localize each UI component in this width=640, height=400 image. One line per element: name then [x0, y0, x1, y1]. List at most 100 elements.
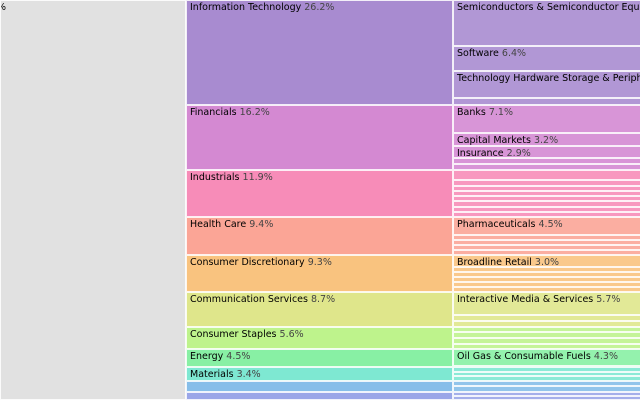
cell-label: Consumer Staples 5.6%	[190, 328, 304, 341]
industry-cell-capital-markets[interactable]: Capital Markets 3.2%	[453, 133, 640, 146]
industry-cell-minor[interactable]	[453, 196, 640, 202]
cell-label: Communication Services 8.7%	[190, 293, 335, 306]
cell-label-value: 26.2%	[301, 2, 335, 13]
cell-label: Capital Markets 3.2%	[457, 134, 558, 146]
industry-cell-minor[interactable]	[453, 326, 640, 333]
cell-label-name: Software	[457, 47, 499, 59]
industry-cell-minor[interactable]	[453, 286, 640, 292]
sector-cell-industrials[interactable]: Industrials 11.9%	[186, 169, 453, 218]
cell-label-value: 4.5%	[535, 219, 563, 231]
cell-label-value: 5.7%	[593, 294, 621, 305]
sector-cell-materials[interactable]: Materials 3.4%	[186, 367, 453, 381]
cell-label-name: Capital Markets	[457, 135, 531, 146]
sector-cell-information-technology[interactable]: Information Technology 26.2%	[186, 0, 453, 105]
industry-cell-minor[interactable]	[453, 386, 640, 392]
industry-cell-minor[interactable]	[453, 266, 640, 272]
cell-label-value: 5.6%	[276, 328, 304, 340]
cell-label: Software 6.4%	[457, 47, 526, 60]
cell-label-name: Consumer Discretionary	[190, 256, 305, 268]
industry-cell-minor[interactable]	[453, 163, 640, 170]
cell-label-value: 16.2%	[236, 106, 270, 118]
sector-cell-financials[interactable]: Financials 16.2%	[186, 104, 453, 170]
industry-cell-broadline-retail[interactable]: Broadline Retail 3.0%	[453, 254, 640, 267]
cell-label: Semiconductors & Semiconductor Equipment	[457, 1, 640, 14]
industry-cell-minor[interactable]	[453, 276, 640, 282]
sector-cell-energy[interactable]: Energy 4.5%	[186, 349, 453, 368]
industry-cell-banks[interactable]: Banks 7.1%	[453, 104, 640, 134]
sector-cell-consumer-staples[interactable]: Consumer Staples 5.6%	[186, 326, 453, 350]
cell-label-value: 4.3%	[590, 351, 618, 363]
root-label: %	[1, 1, 6, 14]
cell-label-value: 4.5%	[223, 351, 251, 363]
industry-cell-oil-gas-consumable-fuels[interactable]: Oil Gas & Consumable Fuels 4.3%	[453, 349, 640, 367]
cell-label-name: Semiconductors & Semiconductor Equipment	[457, 2, 640, 13]
cell-label: Materials 3.4%	[190, 368, 261, 381]
cell-label-value: 2.9%	[503, 148, 531, 158]
cell-label-name: Health Care	[190, 219, 247, 231]
industry-cell-minor[interactable]	[453, 371, 640, 377]
industry-cell-minor[interactable]	[453, 271, 640, 277]
cell-label-name: Financials	[190, 106, 237, 118]
industry-cell-pharmaceuticals[interactable]: Pharmaceuticals 4.5%	[453, 217, 640, 236]
industry-cell-minor[interactable]	[453, 392, 640, 396]
industry-cell-minor[interactable]	[453, 396, 640, 400]
sector-cell-other-10[interactable]	[186, 392, 453, 400]
sector-cell-utilities[interactable]	[186, 380, 453, 392]
cell-label-name: Energy	[190, 351, 224, 363]
cell-label: Broadline Retail 3.0%	[457, 256, 560, 267]
cell-label-name: Communication Services	[190, 294, 308, 305]
cell-label: Consumer Discretionary 9.3%	[190, 256, 332, 269]
industry-cell-insurance[interactable]: Insurance 2.9%	[453, 146, 640, 158]
industry-cell-interactive-media-services[interactable]: Interactive Media & Services 5.7%	[453, 292, 640, 315]
cell-label: Financials 16.2%	[190, 106, 270, 119]
industry-cell-semiconductors-semiconductor-equipment[interactable]: Semiconductors & Semiconductor Equipment	[453, 0, 640, 46]
industry-cell-aerospace-defense[interactable]	[453, 169, 640, 181]
industry-cell-minor[interactable]	[453, 343, 640, 350]
industry-cell-minor[interactable]	[453, 245, 640, 250]
cell-label-name: Broadline Retail	[457, 256, 532, 267]
industry-cell-minor[interactable]	[453, 281, 640, 287]
industry-cell-minor[interactable]	[453, 211, 640, 218]
cell-label: Industrials 11.9%	[190, 171, 273, 184]
industry-cell-minor[interactable]	[453, 240, 640, 245]
industry-cell-minor[interactable]	[453, 367, 640, 372]
sector-cell-communication-services[interactable]: Communication Services 8.7%	[186, 292, 453, 327]
sector-cell-health-care[interactable]: Health Care 9.4%	[186, 217, 453, 255]
cell-label-name: Insurance	[457, 148, 504, 158]
industry-cell-minor[interactable]	[453, 338, 640, 344]
cell-label-name: Materials	[190, 369, 234, 381]
industry-cell-minor[interactable]	[453, 235, 640, 241]
industry-cell-minor[interactable]	[453, 180, 640, 186]
industry-cell-minor[interactable]	[453, 185, 640, 191]
industry-cell-minor[interactable]	[453, 320, 640, 327]
industry-cell-minor[interactable]	[453, 201, 640, 207]
cell-label-value: 3.0%	[531, 256, 560, 267]
industry-cell-software[interactable]: Software 6.4%	[453, 45, 640, 72]
sector-cell-consumer-discretionary[interactable]: Consumer Discretionary 9.3%	[186, 254, 453, 292]
cell-label-name: Industrials	[190, 171, 240, 183]
industry-cell-minor[interactable]	[453, 97, 640, 105]
industry-cell-minor[interactable]	[453, 190, 640, 197]
cell-label: Insurance 2.9%	[457, 147, 531, 158]
cell-label-value: 3.4%	[233, 369, 261, 381]
root-cell[interactable]: %	[0, 0, 186, 400]
industry-cell-minor[interactable]	[453, 157, 640, 164]
cell-label-name: Consumer Staples	[190, 328, 277, 340]
cell-label-name: Technology Hardware Storage & Peripheral…	[457, 73, 640, 85]
cell-label-value: 8.7%	[307, 294, 336, 305]
cell-label-name: Information Technology	[190, 2, 302, 13]
industry-cell-minor[interactable]	[453, 380, 640, 387]
cell-label: Information Technology 26.2%	[190, 1, 334, 14]
industry-cell-minor[interactable]	[453, 249, 640, 255]
industry-cell-technology-hardware-storage-peripherals[interactable]: Technology Hardware Storage & Peripheral…	[453, 71, 640, 98]
cell-label-value: 11.9%	[239, 171, 273, 183]
industry-cell-minor[interactable]	[453, 332, 640, 338]
cell-label-name: Oil Gas & Consumable Fuels	[457, 351, 591, 363]
industry-cell-minor[interactable]	[453, 376, 640, 381]
cell-label: Health Care 9.4%	[190, 218, 273, 231]
cell-label: Oil Gas & Consumable Fuels 4.3%	[457, 350, 618, 363]
industry-cell-minor[interactable]	[453, 314, 640, 321]
industry-cell-minor[interactable]	[453, 206, 640, 212]
cell-label: Interactive Media & Services 5.7%	[457, 293, 620, 306]
